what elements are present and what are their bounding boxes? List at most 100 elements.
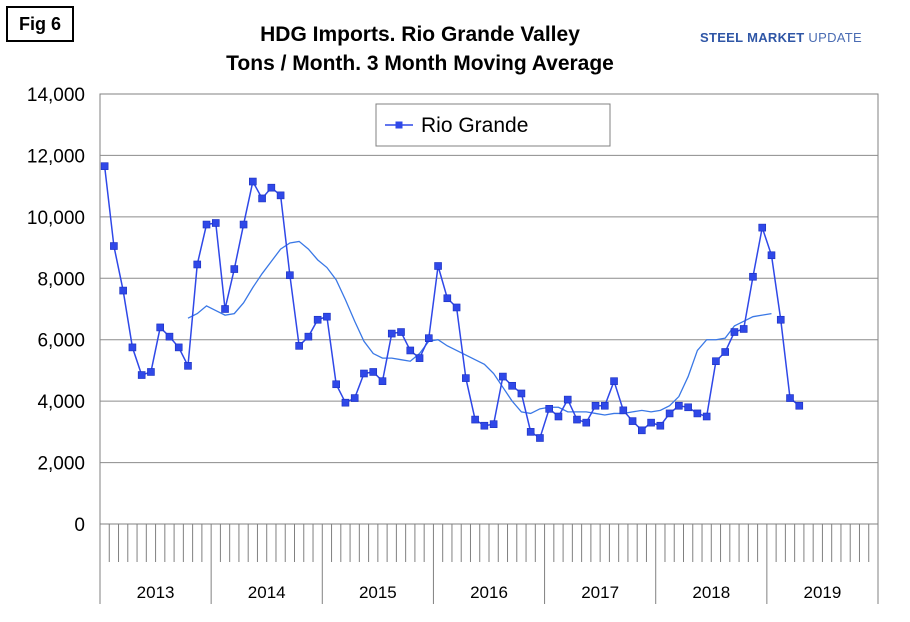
data-point <box>471 415 479 424</box>
data-point <box>684 403 692 412</box>
data-point <box>184 362 192 370</box>
data-point <box>758 223 767 232</box>
moving-average-series <box>187 240 772 416</box>
data-point <box>406 346 415 355</box>
legend: Rio Grande <box>375 103 611 147</box>
y-tick-label: 0 <box>74 515 85 536</box>
data-point <box>369 368 378 376</box>
data-point <box>147 368 155 376</box>
y-tick-label: 8,000 <box>37 269 85 290</box>
data-point <box>526 428 535 436</box>
data-point <box>665 409 674 418</box>
data-point <box>693 409 702 418</box>
x-tick-label-year: 2019 <box>804 583 842 602</box>
gridlines <box>100 154 878 464</box>
data-point <box>675 401 683 410</box>
data-point <box>638 426 646 435</box>
data-point <box>582 418 591 427</box>
x-tick-label-year: 2014 <box>248 583 286 602</box>
data-point <box>647 418 655 427</box>
data-point <box>721 348 729 356</box>
x-tick-label-year: 2016 <box>470 583 508 602</box>
data-point <box>480 421 489 430</box>
data-point <box>776 315 785 324</box>
y-tick-label: 2,000 <box>37 454 85 475</box>
data-point <box>350 394 359 402</box>
data-point <box>249 177 257 186</box>
data-point <box>628 417 637 425</box>
y-tick-label: 14,000 <box>27 85 85 106</box>
data-point <box>443 294 452 303</box>
data-point <box>378 377 387 385</box>
data-point <box>397 328 405 336</box>
data-point <box>286 271 294 280</box>
x-axis: 2013 2014 2015 2016 2017 2018 2019 <box>99 524 879 604</box>
data-point <box>739 325 748 333</box>
data-point <box>424 334 433 342</box>
data-point <box>165 332 174 341</box>
data-point <box>100 162 109 170</box>
data-point <box>702 412 711 421</box>
data-point <box>211 219 220 227</box>
data-point <box>202 220 211 229</box>
data-point <box>119 286 127 295</box>
data-point <box>610 377 618 385</box>
brand-logo-bold: STEEL MARKET <box>700 30 805 45</box>
data-point <box>221 305 229 313</box>
data-point <box>313 315 322 324</box>
data-point <box>795 401 804 410</box>
data-point <box>462 374 470 382</box>
chart-title: HDG Imports. Rio Grande Valley Tons / Mo… <box>180 20 660 78</box>
x-tick-label-year: 2018 <box>692 583 730 602</box>
x-tick-label-year: 2015 <box>359 583 397 602</box>
data-point <box>387 329 396 338</box>
data-point <box>434 262 442 270</box>
data-point <box>545 405 554 413</box>
y-tick-label: 6,000 <box>37 331 85 352</box>
data-point <box>341 398 350 407</box>
data-point <box>137 371 146 379</box>
data-point <box>730 328 739 336</box>
data-point <box>554 412 563 421</box>
data-point <box>536 434 544 442</box>
x-tick-label-year: 2017 <box>581 583 619 602</box>
data-point <box>174 343 183 352</box>
data-point <box>517 389 526 398</box>
data-point <box>656 421 665 430</box>
data-point <box>563 395 572 404</box>
data-point <box>489 420 498 428</box>
data-point <box>156 323 165 332</box>
data-point <box>767 251 776 260</box>
data-point <box>712 357 720 366</box>
data-point <box>304 332 313 341</box>
y-axis: 0 2,000 4,000 6,000 8,000 10,000 12,000 14,000 <box>27 85 85 536</box>
data-point <box>128 343 137 352</box>
y-tick-label: 12,000 <box>27 146 85 167</box>
data-point <box>193 260 202 269</box>
data-point <box>332 380 340 389</box>
data-point <box>786 394 794 402</box>
legend-marker-swatch <box>395 121 403 129</box>
chart-title-line-2: Tons / Month. 3 Month Moving Average <box>226 52 614 75</box>
brand-logo-light: UPDATE <box>808 30 862 45</box>
data-point <box>323 312 331 321</box>
data-point <box>749 272 757 281</box>
brand-logo: STEEL MARKET UPDATE <box>700 30 900 45</box>
moving-average-line <box>187 240 772 416</box>
data-point <box>239 220 248 229</box>
y-tick-label: 10,000 <box>27 208 85 229</box>
legend-label: Rio Grande <box>421 114 528 137</box>
data-point <box>591 401 600 410</box>
data-point <box>295 342 303 350</box>
data-point <box>452 303 461 312</box>
data-point <box>600 401 609 410</box>
data-point <box>573 415 581 424</box>
data-point <box>258 194 266 203</box>
plot-area <box>99 93 879 525</box>
x-tick-label-year: 2013 <box>137 583 175 602</box>
legend-box <box>375 103 611 147</box>
figure-label: Fig 6 <box>6 6 74 42</box>
rio-grande-series <box>100 162 804 442</box>
data-point <box>267 183 276 192</box>
